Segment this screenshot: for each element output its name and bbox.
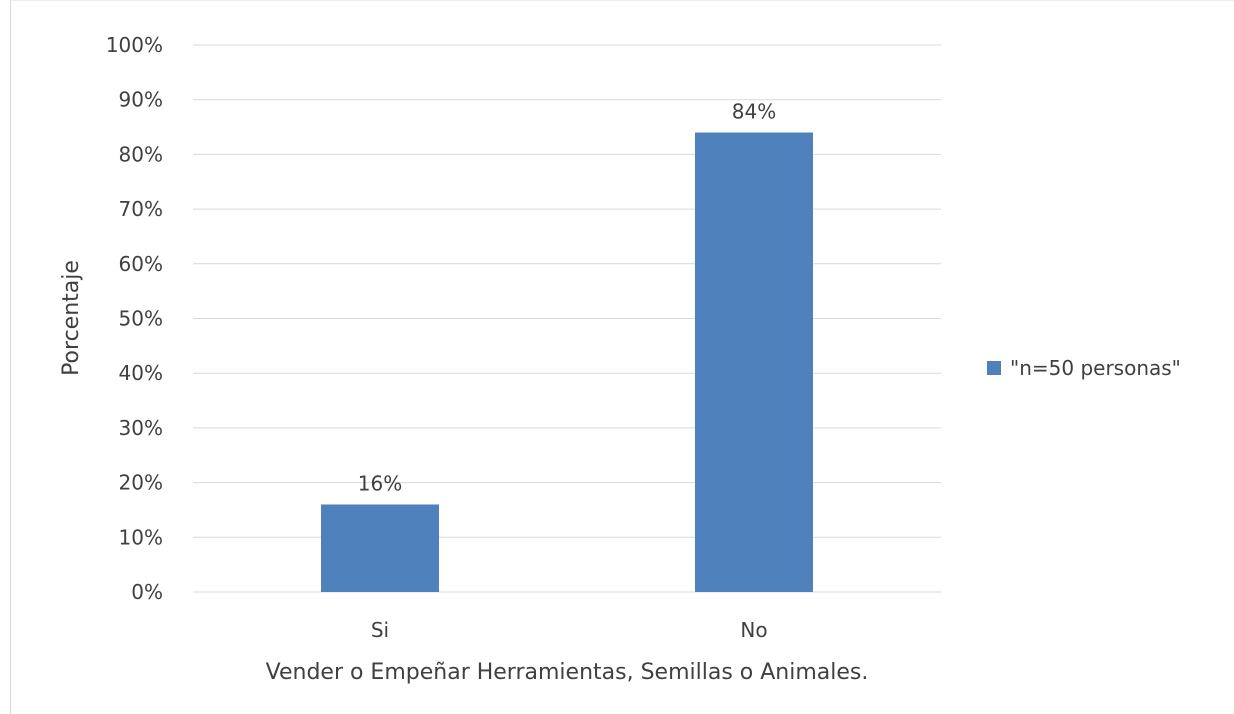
legend-swatch (987, 361, 1001, 375)
legend-label: "n=50 personas" (1010, 356, 1181, 380)
bar-si (321, 504, 439, 592)
y-tick-label: 100% (106, 33, 163, 57)
x-axis-tick-labels: Si No (371, 618, 768, 642)
data-labels: 16% 84% (358, 100, 776, 496)
bars (321, 132, 813, 592)
bar-no (695, 132, 813, 592)
y-tick-label: 0% (131, 580, 163, 604)
y-tick-label: 10% (119, 525, 163, 549)
y-tick-label: 70% (119, 197, 163, 221)
data-label-si: 16% (358, 471, 402, 495)
chart-frame (10, 0, 1234, 714)
y-tick-label: 50% (119, 307, 163, 331)
x-axis-title: Vender o Empeñar Herramientas, Semillas … (266, 660, 869, 685)
y-tick-label: 80% (119, 142, 163, 166)
y-tick-label: 90% (119, 88, 163, 112)
y-tick-label: 20% (119, 471, 163, 495)
y-tick-label: 40% (119, 361, 163, 385)
gridlines (193, 44, 941, 593)
x-tick-label-si: Si (371, 618, 389, 642)
legend: "n=50 personas" (987, 356, 1181, 380)
y-tick-label: 30% (119, 416, 163, 440)
data-label-no: 84% (732, 100, 776, 124)
y-axis-title: Porcentaje (59, 260, 84, 376)
y-axis-tick-labels: 0% 10% 20% 30% 40% 50% 60% 70% 80% 90% 100% (106, 33, 163, 604)
x-tick-label-no: No (740, 618, 767, 642)
y-tick-label: 60% (119, 252, 163, 276)
